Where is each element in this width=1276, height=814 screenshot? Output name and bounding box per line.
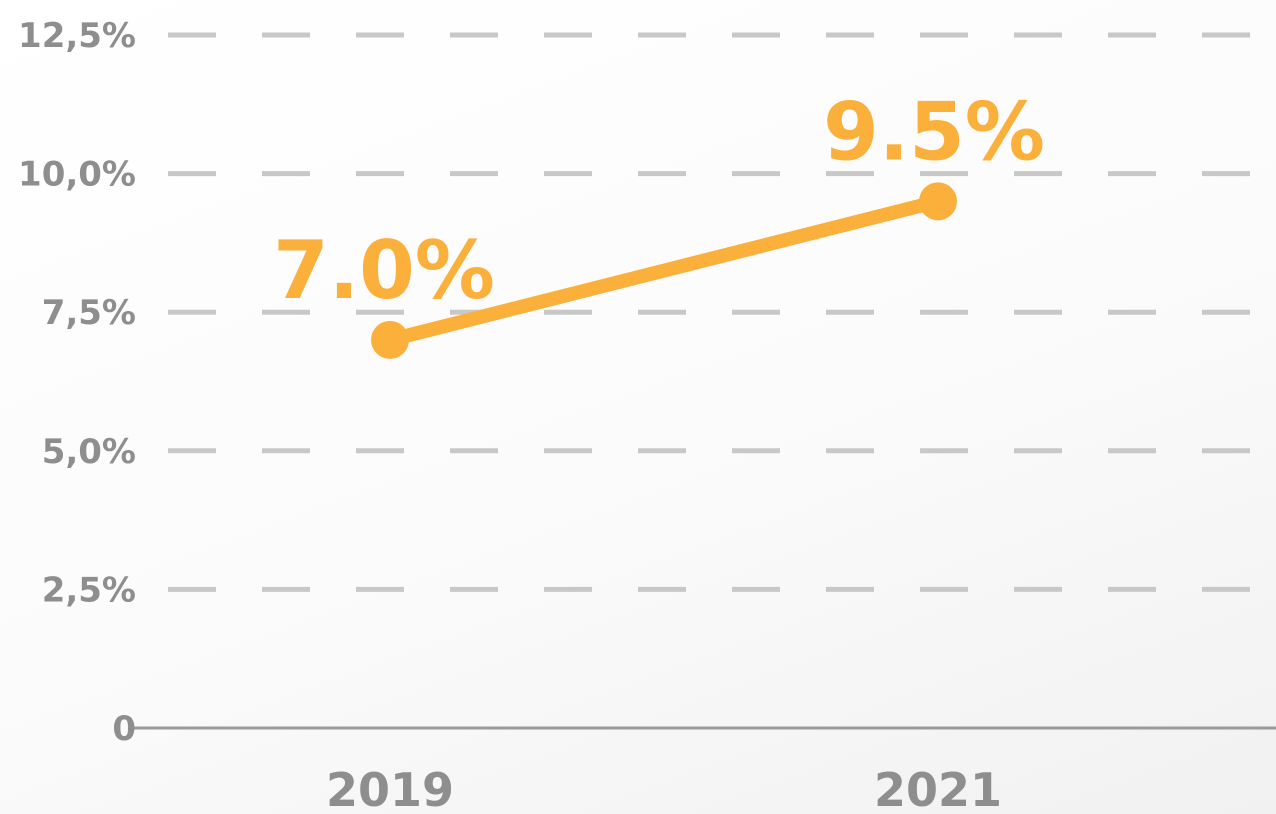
data-point <box>371 320 409 359</box>
y-tick-label: 10,0% <box>18 155 136 195</box>
y-tick-label: 2,5% <box>42 570 136 610</box>
data-labels: 7.0% 9.5% <box>273 85 1045 317</box>
y-tick-label: 0 <box>112 709 136 749</box>
x-tick-label: 2019 <box>326 763 454 814</box>
y-tick-label: 5,0% <box>42 432 136 472</box>
data-label: 9.5% <box>823 85 1045 178</box>
y-tick-label: 12,5% <box>18 16 136 56</box>
x-tick-label: 2021 <box>874 763 1002 814</box>
series-line <box>383 194 945 347</box>
data-label: 7.0% <box>273 224 495 317</box>
y-tick-label: 7,5% <box>42 293 136 333</box>
x-tick-labels: 2019 2021 <box>326 763 1002 814</box>
series <box>371 182 957 359</box>
data-point <box>919 182 957 221</box>
y-tick-labels: 0 2,5% 5,0% 7,5% 10,0% 12,5% <box>18 16 136 749</box>
